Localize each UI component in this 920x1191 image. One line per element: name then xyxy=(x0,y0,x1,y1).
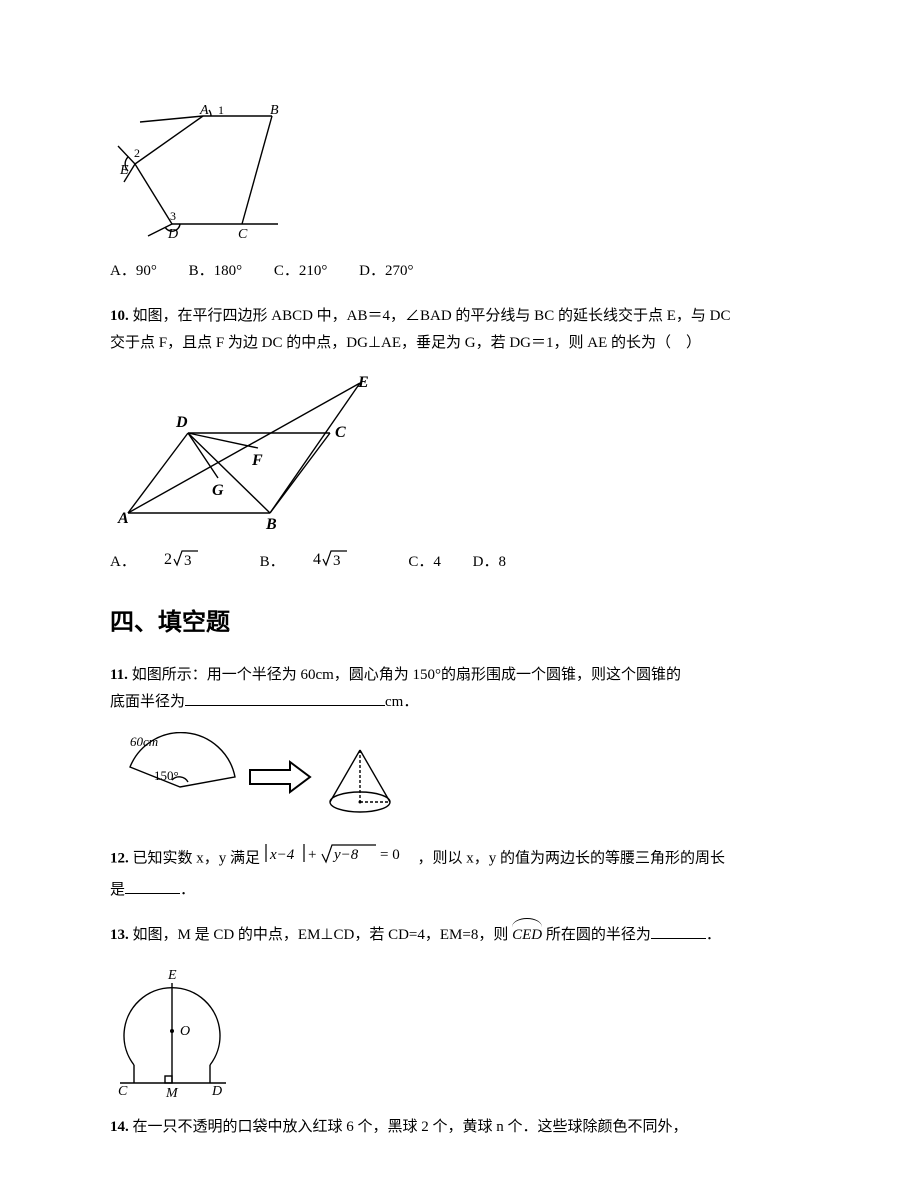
q9-option-B: B．180° xyxy=(189,258,243,285)
q12-num: 12. xyxy=(110,851,129,867)
q12-expr: x−4 + y−8 = 0 xyxy=(264,841,414,877)
svg-text:y−8: y−8 xyxy=(332,847,359,863)
label-M: M xyxy=(165,1086,179,1100)
arc-CED: CED xyxy=(512,920,542,949)
label-D: D xyxy=(211,1084,222,1099)
q11-text2-post: cm． xyxy=(385,694,418,710)
q9-option-A: A．90° xyxy=(110,258,157,285)
q13-num: 13. xyxy=(110,927,129,943)
q13-text1-pre: 如图，M 是 CD 的中点，EM⊥CD，若 CD=4，EM=8，则 xyxy=(133,927,509,943)
q12-text2-pre: 是 xyxy=(110,882,125,898)
q13-blank xyxy=(651,923,706,939)
angle-3: 3 xyxy=(170,209,176,223)
page: A B E D C 1 2 3 A．90° B．180° C．210° D．27… xyxy=(0,0,920,1181)
angle-2: 2 xyxy=(134,146,140,160)
section-4-title: 四、填空题 xyxy=(110,601,810,644)
q10-text2: 交于点 F，且点 F 为边 DC 的中点，DG⊥AE，垂足为 G，若 DG＝1，… xyxy=(110,335,701,351)
q10-num: 10. xyxy=(110,308,129,324)
q11-blank xyxy=(185,690,385,706)
svg-text:+: + xyxy=(308,847,316,863)
label-G: G xyxy=(212,482,224,499)
label-E: E xyxy=(357,374,369,391)
q12-text1-pre: 已知实数 x，y 满足 xyxy=(133,851,261,867)
angle-1: 1 xyxy=(218,104,224,117)
label-D: D xyxy=(167,227,178,242)
q9-option-C: C．210° xyxy=(274,258,328,285)
q11-text1: 如图所示：用一个半径为 60cm，圆心角为 150°的扇形围成一个圆锥，则这个圆… xyxy=(132,667,681,683)
svg-text:= 0: = 0 xyxy=(380,847,400,863)
label-E: E xyxy=(119,163,129,178)
svg-text:4: 4 xyxy=(313,551,321,568)
svg-text:3: 3 xyxy=(184,553,192,569)
label-E: E xyxy=(167,968,177,983)
q10-A-prefix: A． xyxy=(110,549,136,576)
svg-text:x−4: x−4 xyxy=(269,847,295,863)
label-A: A xyxy=(199,104,209,118)
q10-option-B: B． 43 xyxy=(260,547,377,579)
q14-text1: 在一只不透明的口袋中放入红球 6 个，黑球 2 个，黄球 n 个．这些球除颜色不… xyxy=(133,1119,688,1135)
label-O: O xyxy=(180,1024,190,1039)
q11-svg: 60cm 150° xyxy=(110,732,410,827)
q10-text1: 如图，在平行四边形 ABCD 中，AB＝4，∠BAD 的平分线与 BC 的延长线… xyxy=(133,308,731,324)
svg-text:3: 3 xyxy=(333,553,341,569)
q12-text1-post: ，则以 x，y 的值为两边长的等腰三角形的周长 xyxy=(418,851,726,867)
q9-option-D: D．270° xyxy=(359,258,413,285)
q13-figure: E O C M D xyxy=(110,965,810,1110)
q12-text2-post: ． xyxy=(180,882,195,898)
q10-svg: A B C D E F G xyxy=(110,373,380,533)
label-C: C xyxy=(238,227,248,242)
q13: 13. 如图，M 是 CD 的中点，EM⊥CD，若 CD=4，EM=8，则 CE… xyxy=(110,920,810,949)
label-B: B xyxy=(265,516,277,533)
q10-B-prefix: B． xyxy=(260,549,285,576)
q10-option-A: A． 23 xyxy=(110,547,228,579)
q10-figure: A B C D E F G xyxy=(110,373,810,543)
label-C: C xyxy=(118,1084,128,1099)
q10-options: A．23 B．43 C．4 D．8 xyxy=(110,547,810,579)
q11: 11. 如图所示：用一个半径为 60cm，圆心角为 150°的扇形围成一个圆锥，… xyxy=(110,662,810,716)
q11-text2-pre: 底面半径为 xyxy=(110,694,185,710)
q14: 14. 在一只不透明的口袋中放入红球 6 个，黑球 2 个，黄球 n 个．这些球… xyxy=(110,1114,810,1141)
label-B: B xyxy=(270,104,279,118)
q10-A-expr: 23 xyxy=(164,547,200,579)
q12: 12. 已知实数 x，y 满足 x−4 + y−8 = 0 ，则以 x，y 的值… xyxy=(110,841,810,904)
q10-option-C: C．4 xyxy=(408,549,441,576)
angle-label: 150° xyxy=(154,768,179,783)
q13-text1-post: 所在圆的半径为 xyxy=(546,927,651,943)
q10: 10. 如图，在平行四边形 ABCD 中，AB＝4，∠BAD 的平分线与 BC … xyxy=(110,303,810,357)
q9-figure: A B E D C 1 2 3 xyxy=(110,104,810,254)
q13-svg: E O C M D xyxy=(110,965,240,1100)
q13-text1-end: ． xyxy=(706,927,721,943)
label-C: C xyxy=(335,424,346,441)
label-F: F xyxy=(251,452,263,469)
q12-blank xyxy=(125,878,180,894)
q9-svg: A B E D C 1 2 3 xyxy=(110,104,290,244)
radius-label: 60cm xyxy=(130,734,158,749)
q9-options: A．90° B．180° C．210° D．270° xyxy=(110,258,810,285)
q10-option-D: D．8 xyxy=(473,549,506,576)
q14-num: 14. xyxy=(110,1119,129,1135)
q11-num: 11. xyxy=(110,667,128,683)
label-D: D xyxy=(175,414,188,431)
svg-text:2: 2 xyxy=(164,551,172,568)
label-A: A xyxy=(117,510,129,527)
q11-figure: 60cm 150° xyxy=(110,732,810,837)
q10-B-expr: 43 xyxy=(313,547,349,579)
